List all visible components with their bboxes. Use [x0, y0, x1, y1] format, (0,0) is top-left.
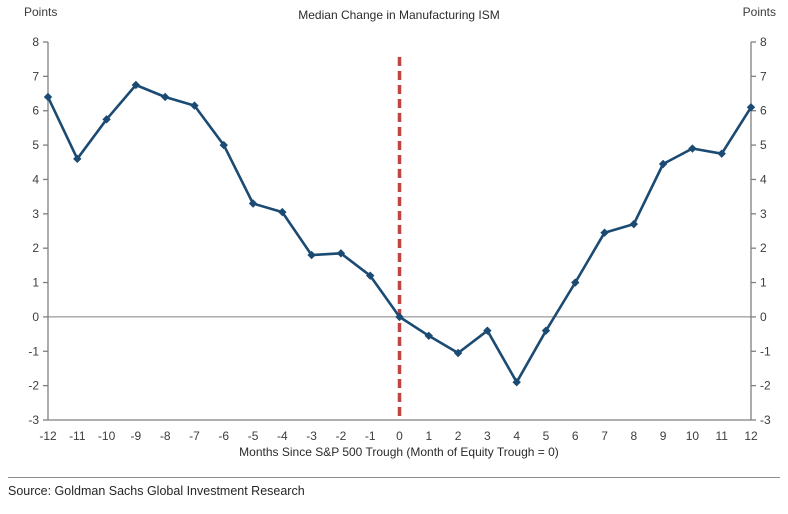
x-tick-label: -9: [131, 429, 142, 443]
data-point-marker: [190, 101, 199, 110]
data-point-marker: [43, 92, 53, 102]
y-tick-label-left: 1: [32, 276, 39, 290]
y-tick-label-left: -1: [28, 344, 39, 358]
data-point-marker: [688, 144, 697, 153]
data-point-marker: [541, 326, 551, 335]
y-tick-label-right: 3: [760, 207, 767, 221]
y-tick-label-left: -2: [28, 379, 39, 393]
data-point-marker: [219, 140, 228, 150]
y-tick-label-right: 5: [760, 138, 767, 152]
y-tick-label-left: 2: [32, 241, 39, 255]
y-tick-label-right: 6: [760, 104, 767, 118]
data-point-marker: [512, 378, 521, 387]
y-tick-label-right: 0: [760, 310, 767, 324]
chart-title: Median Change in Manufacturing ISM: [298, 8, 500, 22]
x-tick-label: 12: [744, 429, 758, 443]
x-tick-label: 11: [715, 429, 728, 443]
right-axis-unit-label: Points: [742, 5, 776, 19]
y-tick-label-left: 3: [32, 207, 39, 221]
y-tick-label-right: -3: [760, 413, 771, 427]
data-point-marker: [366, 271, 375, 280]
data-point-marker: [571, 278, 580, 287]
x-tick-label: -6: [218, 429, 229, 443]
x-tick-label: 0: [396, 429, 403, 443]
x-tick-label: 5: [543, 429, 550, 443]
x-tick-label: -2: [336, 429, 347, 443]
data-point-marker: [395, 312, 404, 322]
y-tick-label-right: 1: [760, 276, 767, 290]
y-tick-label-left: -3: [28, 413, 39, 427]
y-tick-label-left: 0: [32, 310, 39, 324]
data-point-marker: [160, 92, 170, 102]
data-point-marker: [131, 80, 141, 90]
data-point-marker: [453, 348, 463, 358]
y-tick-label-left: 5: [32, 138, 39, 152]
x-axis-title: Months Since S&P 500 Trough (Month of Eq…: [239, 445, 559, 459]
source-note: Source: Goldman Sachs Global Investment …: [8, 484, 305, 498]
x-tick-label: -8: [160, 429, 171, 443]
x-tick-label: 1: [425, 429, 432, 443]
x-tick-label: 6: [572, 429, 579, 443]
x-tick-label: -4: [277, 429, 288, 443]
x-tick-label: -10: [98, 429, 116, 443]
data-point-marker: [73, 154, 82, 164]
y-tick-label-right: 2: [760, 241, 767, 255]
data-point-marker: [600, 228, 609, 237]
footer-divider: [8, 477, 780, 478]
x-tick-label: -7: [189, 429, 200, 443]
x-tick-label: -1: [365, 429, 376, 443]
data-point-marker: [336, 249, 346, 258]
y-tick-label-right: 8: [760, 35, 767, 49]
data-point-marker: [102, 115, 111, 124]
data-point-marker: [629, 219, 639, 229]
data-point-marker: [278, 207, 287, 217]
data-point-marker: [746, 103, 756, 112]
y-tick-label-right: 7: [760, 69, 767, 83]
x-tick-label: -3: [306, 429, 317, 443]
data-point-marker: [307, 250, 316, 260]
x-tick-label: 9: [660, 429, 667, 443]
data-point-marker: [483, 326, 492, 335]
y-tick-label-right: 4: [760, 172, 767, 186]
x-tick-label: -11: [69, 429, 86, 443]
x-tick-label: 3: [484, 429, 491, 443]
x-tick-label: 7: [601, 429, 608, 443]
y-tick-label-right: -2: [760, 379, 771, 393]
y-tick-label-left: 7: [32, 69, 39, 83]
x-tick-label: 10: [686, 429, 700, 443]
data-point-marker: [424, 331, 433, 341]
y-tick-label-left: 4: [32, 172, 39, 186]
x-tick-label: -12: [39, 429, 57, 443]
x-tick-label: 2: [455, 429, 462, 443]
x-tick-label: 4: [513, 429, 520, 443]
data-point-marker: [658, 159, 668, 169]
data-point-marker: [248, 199, 258, 208]
y-tick-label-right: -1: [760, 344, 771, 358]
x-tick-label: -5: [248, 429, 259, 443]
line-chart-plot-area: -3 -3-2 -2-1 -10 01 12 23 34 45 56 67 78 8-12 -11 -10-…: [28, 35, 771, 443]
data-point-marker: [717, 149, 726, 158]
y-tick-label-left: 6: [32, 104, 39, 118]
y-tick-label-left: 8: [32, 35, 39, 49]
x-tick-label: 8: [630, 429, 637, 443]
left-axis-unit-label: Points: [24, 5, 58, 19]
